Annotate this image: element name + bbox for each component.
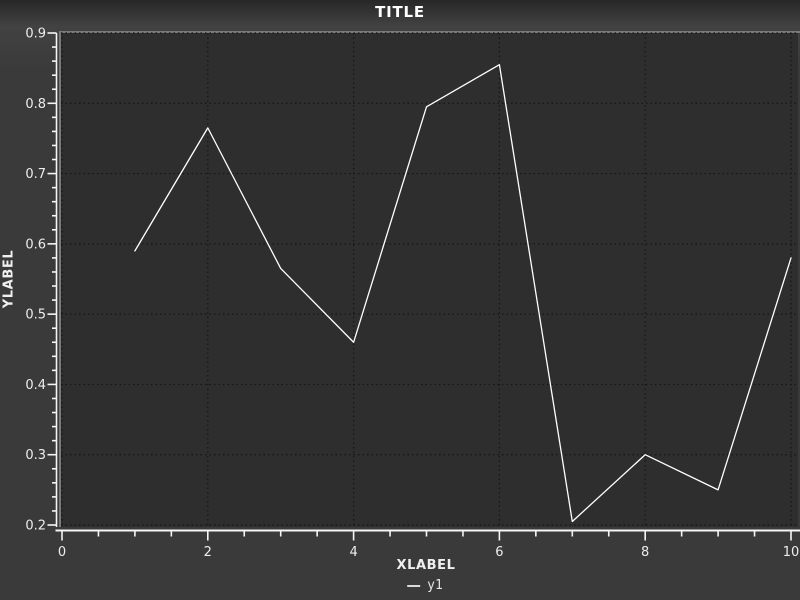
y-tick-label: 0.3 (25, 448, 46, 463)
x-axis-label: XLABEL (396, 558, 456, 573)
x-tick-label: 10 (783, 545, 800, 560)
x-tick-label: 8 (641, 545, 649, 560)
y-tick-label: 0.8 (25, 97, 46, 112)
y-tick-label: 0.9 (25, 27, 46, 42)
chart-title: TITLE (375, 3, 425, 21)
x-tick-label: 2 (204, 545, 212, 560)
plot-frame (59, 31, 800, 527)
legend-series-label: y1 (427, 578, 443, 593)
x-tick-label: 4 (349, 545, 357, 560)
legend: y1 (407, 579, 443, 592)
y-tick-label: 0.7 (25, 167, 46, 182)
x-tick-label: 0 (58, 545, 66, 560)
y-tick-label: 0.4 (25, 378, 46, 393)
y-tick-label: 0.2 (25, 519, 46, 534)
series-y1-line (134, 63, 792, 523)
legend-line-marker-icon (407, 584, 421, 587)
y-tick-label: 0.6 (25, 237, 46, 252)
y-axis-label: YLABEL (1, 249, 17, 309)
y-tick-label: 0.5 (25, 308, 46, 323)
plot-area (59, 31, 798, 527)
x-tick-label: 6 (495, 545, 503, 560)
axes (47, 32, 800, 541)
gridlines (61, 32, 798, 526)
tick-labels: 0.2 0.3 0.4 0.5 0.6 0.7 0.8 0.9 0 2 4 6 8 10 (25, 27, 799, 561)
